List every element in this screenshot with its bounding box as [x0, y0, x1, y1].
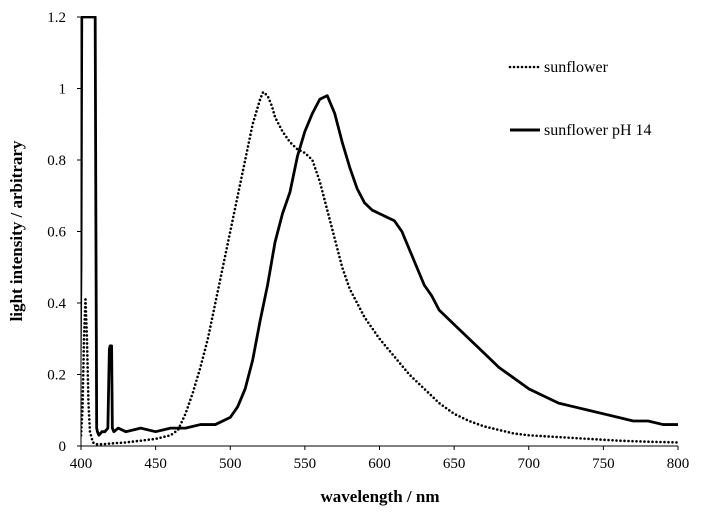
series-line-2 — [81, 16, 678, 437]
x-tick-label: 800 — [667, 456, 690, 472]
x-tick-label: 600 — [368, 456, 391, 472]
series-layer — [81, 16, 678, 446]
x-tick-label: 450 — [144, 456, 167, 472]
x-tick-label: 500 — [219, 456, 242, 472]
x-tick-label: 650 — [443, 456, 466, 472]
series-line-1 — [81, 90, 678, 446]
legend-label-1: sunflower — [544, 59, 609, 76]
y-tick-label: 1 — [59, 82, 67, 98]
y-tick-label: 1.2 — [47, 10, 66, 26]
y-tick-label: 0.2 — [47, 368, 66, 384]
y-tick-label: 0.4 — [47, 296, 66, 312]
legend-label-2: sunflower pH 14 — [544, 122, 652, 139]
legend: sunflower sunflower pH 14 — [508, 59, 652, 139]
y-axis-title: light intensity / arbitrary — [7, 140, 26, 321]
y-tick-label: 0 — [59, 439, 67, 455]
x-tick-label: 700 — [518, 456, 541, 472]
x-tick-label: 750 — [592, 456, 615, 472]
tick-labels: 400 450 500 550 600 650 700 750 800 0 0.2 0.4 0.6 0.8… — [47, 10, 689, 472]
x-tick-label: 550 — [294, 456, 317, 472]
y-tick-label: 0.6 — [47, 225, 66, 241]
axes — [77, 16, 679, 450]
y-tick-label: 0.8 — [47, 153, 66, 169]
x-tick-label: 400 — [70, 456, 93, 472]
x-axis-title: wavelength / nm — [321, 487, 440, 506]
